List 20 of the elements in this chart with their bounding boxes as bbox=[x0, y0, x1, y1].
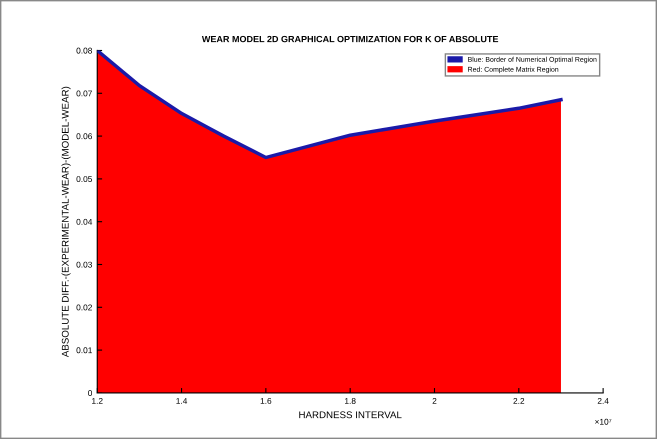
x-tick-label: 1.8 bbox=[345, 398, 356, 404]
y-tick-label: 0.04 bbox=[76, 218, 92, 225]
y-tick-label: 0.05 bbox=[76, 176, 92, 182]
text: ×10⁷ bbox=[595, 418, 612, 425]
x-axis-title: HARDNESS INTERVAL bbox=[299, 411, 402, 418]
y-tick-label: 0.08 bbox=[76, 48, 92, 54]
x-tick-label: 2 bbox=[432, 398, 436, 404]
y-tick-label: 0.01 bbox=[76, 347, 92, 354]
y-tick-label: 0.07 bbox=[76, 90, 92, 96]
y-tick-label: 0.02 bbox=[76, 304, 92, 310]
x-tick-label: 1.2 bbox=[92, 398, 103, 404]
y-tick-label: 0 bbox=[88, 390, 92, 396]
x-tick-label: 2.4 bbox=[598, 398, 609, 404]
y-tick-label: 0.06 bbox=[76, 133, 92, 140]
chart-title: WEAR MODEL 2D GRAPHICAL OPTIMIZATION FOR K OF ABSOLUTE bbox=[202, 36, 498, 42]
y-tick-label: 0.03 bbox=[76, 262, 92, 268]
x-tick-label: 1.4 bbox=[176, 398, 188, 404]
x-tick-label: 2.2 bbox=[513, 398, 524, 404]
x-tick-label: 1.6 bbox=[260, 398, 272, 404]
y-axis-title: ABSOLUTE DIFF.-(EXPERIMENTAL-WEAR)-(MODEL-WEAR) bbox=[62, 86, 71, 358]
